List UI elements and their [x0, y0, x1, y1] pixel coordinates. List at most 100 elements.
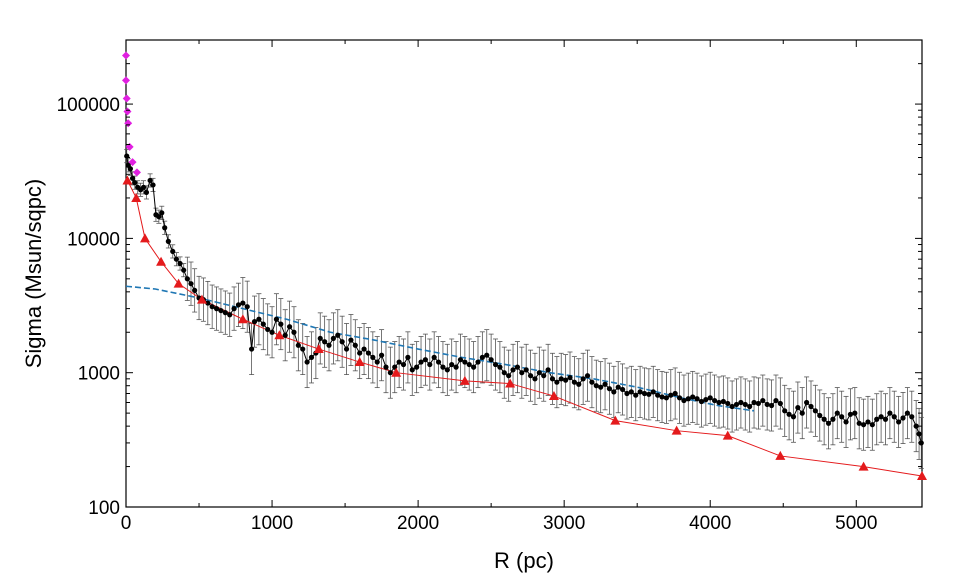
black-point [882, 416, 889, 422]
black-point [694, 396, 700, 402]
black-point [804, 399, 810, 406]
black-point [716, 399, 722, 406]
black-point [865, 419, 871, 425]
x-tick-label: 4000 [689, 513, 731, 534]
black-point [817, 412, 823, 419]
black-point [249, 346, 255, 352]
black-point [523, 367, 529, 373]
black-point [663, 395, 670, 401]
black-point [251, 319, 258, 325]
black-point [162, 225, 168, 231]
black-point [365, 350, 372, 356]
red-triangle-point [391, 367, 402, 377]
black-point [488, 357, 494, 363]
black-point [466, 361, 472, 368]
black-point [580, 376, 586, 382]
red-triangle-point [858, 461, 869, 471]
black-point [326, 342, 332, 348]
black-point [156, 214, 162, 220]
black-point [370, 354, 376, 360]
black-point [497, 364, 503, 370]
black-point [830, 416, 836, 422]
black-point [641, 390, 648, 397]
black-point [449, 361, 455, 368]
black-point [860, 422, 867, 428]
black-point [852, 410, 858, 416]
y-axis-label: Sigma (Msun/sqpc) [21, 179, 46, 369]
black-point [808, 403, 814, 410]
x-tick-label: 0 [121, 513, 132, 534]
black-point [834, 410, 840, 416]
red-triangle-point [775, 450, 786, 460]
black-point [887, 410, 893, 416]
black-point [308, 354, 315, 360]
black-point [348, 337, 354, 343]
black-point [471, 364, 477, 370]
red-triangle-point [122, 175, 133, 185]
magenta-diamond-point [125, 142, 134, 151]
red-triangle-point [156, 256, 167, 266]
black-point [821, 416, 827, 422]
black-point [532, 376, 538, 382]
y-tick-label: 100000 [57, 95, 120, 116]
black-point [742, 401, 748, 408]
black-point [343, 346, 350, 352]
black-point [773, 397, 779, 404]
x-tick-label: 5000 [835, 513, 877, 534]
black-point [563, 377, 569, 383]
black-point [545, 367, 551, 373]
y-tick-label: 1000 [78, 364, 120, 385]
black-point [184, 276, 190, 282]
black-point [527, 373, 534, 379]
black-point [558, 376, 564, 382]
black-point [790, 414, 797, 420]
model-dashed-line [125, 285, 755, 412]
axes: 0 1000 2000 3000 4000 5000 100 1000 10000 100000 [57, 40, 922, 534]
black-point [747, 403, 753, 410]
red-triangle-point [459, 375, 470, 385]
black-point [129, 175, 136, 181]
black-point [904, 410, 910, 416]
black-point [598, 384, 604, 390]
red-triangle-point [548, 391, 559, 401]
black-point [173, 256, 179, 262]
plot-frame [125, 39, 923, 508]
black-point [510, 367, 516, 373]
black-point [291, 329, 297, 335]
black-point [479, 354, 485, 360]
red-triangle-point [196, 294, 207, 304]
black-point [492, 361, 499, 368]
black-point [484, 352, 490, 358]
black-point [782, 408, 788, 414]
black-point [213, 306, 220, 312]
red-triangle-point [917, 471, 927, 481]
black-point [339, 339, 345, 345]
black-point [703, 397, 709, 403]
red-series-line [127, 180, 923, 477]
black-point [462, 359, 468, 365]
black-point [387, 370, 393, 376]
black-point [457, 357, 464, 363]
black-point [825, 420, 832, 426]
black-point [335, 332, 341, 338]
black-point [147, 177, 153, 184]
black-point [843, 419, 849, 425]
black-point [322, 339, 328, 345]
black-point [690, 394, 696, 400]
magenta-diamond-point [122, 94, 131, 103]
x-tick-label: 2000 [397, 513, 439, 534]
red-triangle-point [313, 344, 324, 354]
black-point [685, 396, 691, 402]
black-point [352, 342, 358, 348]
black-point [554, 379, 560, 385]
black-point [896, 419, 902, 425]
black-point [192, 287, 198, 293]
black-point [170, 248, 176, 255]
black-point [874, 416, 880, 422]
black-point [900, 415, 906, 421]
black-point [768, 402, 775, 409]
black-point [205, 300, 211, 306]
black-point [764, 401, 770, 408]
black-point [440, 364, 446, 370]
